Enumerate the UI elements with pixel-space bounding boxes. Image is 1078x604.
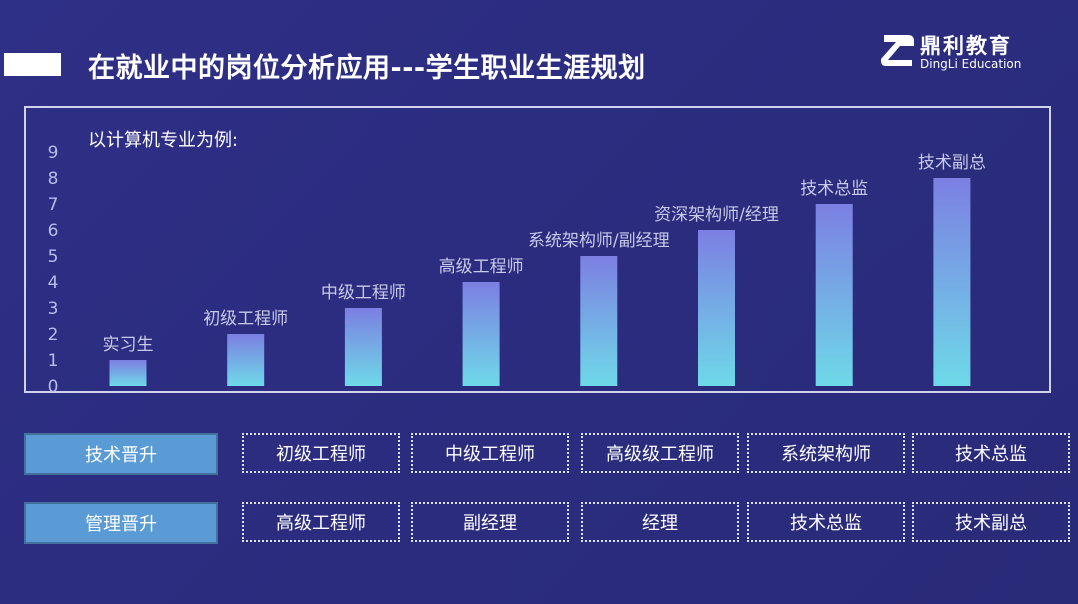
mgmt-step-4: 技术总监 bbox=[747, 502, 905, 542]
mgmt-step-5: 技术副总 bbox=[912, 502, 1070, 542]
bar-category-label: 高级工程师 bbox=[439, 257, 524, 277]
bars bbox=[109, 178, 971, 386]
bar bbox=[227, 334, 265, 386]
bar-category-label: 资深架构师/经理 bbox=[654, 205, 779, 225]
bar bbox=[933, 178, 971, 386]
bar-category-label: 中级工程师 bbox=[321, 283, 406, 303]
tech-step-3: 高级级工程师 bbox=[581, 433, 739, 473]
y-tick-label: 8 bbox=[48, 169, 59, 189]
y-tick-label: 3 bbox=[48, 299, 59, 319]
logo-subtitle: DingLi Education bbox=[920, 57, 1022, 71]
y-tick-label: 9 bbox=[48, 143, 59, 163]
bar bbox=[109, 360, 147, 386]
bar bbox=[462, 282, 500, 386]
tech-step-1: 初级工程师 bbox=[242, 433, 400, 473]
tech-step-5: 技术总监 bbox=[912, 433, 1070, 473]
bar bbox=[698, 230, 735, 386]
y-tick-label: 6 bbox=[48, 221, 59, 241]
y-tick-label: 4 bbox=[48, 273, 59, 293]
chart-frame bbox=[24, 106, 1051, 393]
bar-category-label: 系统架构师/副经理 bbox=[528, 231, 670, 251]
logo-icon bbox=[881, 35, 914, 66]
bar-category-label: 初级工程师 bbox=[203, 309, 288, 329]
track-label-mgmt: 管理晋升 bbox=[24, 502, 218, 544]
y-tick-label: 0 bbox=[48, 377, 59, 397]
y-tick-label: 7 bbox=[48, 195, 59, 215]
chart-title: 以计算机专业为例: bbox=[88, 130, 239, 151]
logo-name: 鼎利教育 bbox=[920, 34, 1012, 58]
bar-category-label: 技术总监 bbox=[800, 179, 868, 199]
y-tick-label: 5 bbox=[48, 247, 59, 267]
bar-category-label: 实习生 bbox=[103, 335, 154, 355]
y-tick-label: 1 bbox=[48, 351, 59, 371]
bar bbox=[815, 204, 853, 386]
bar bbox=[344, 308, 382, 386]
tech-step-2: 中级工程师 bbox=[411, 433, 569, 473]
y-axis: 0 1 2 3 4 5 6 7 8 9 bbox=[48, 143, 59, 397]
mgmt-step-2: 副经理 bbox=[411, 502, 569, 542]
mgmt-step-1: 高级工程师 bbox=[242, 502, 400, 542]
mgmt-step-3: 经理 bbox=[581, 502, 739, 542]
page-title: 在就业中的岗位分析应用---学生职业生涯规划 bbox=[88, 53, 646, 84]
title-accent-bar bbox=[4, 53, 61, 76]
bar bbox=[580, 256, 618, 386]
tech-step-4: 系统架构师 bbox=[747, 433, 905, 473]
bar-category-label: 技术副总 bbox=[918, 153, 986, 173]
track-label-tech: 技术晋升 bbox=[24, 433, 218, 475]
logo: 鼎利教育 DingLi Education bbox=[878, 30, 1058, 76]
y-tick-label: 2 bbox=[48, 325, 59, 345]
